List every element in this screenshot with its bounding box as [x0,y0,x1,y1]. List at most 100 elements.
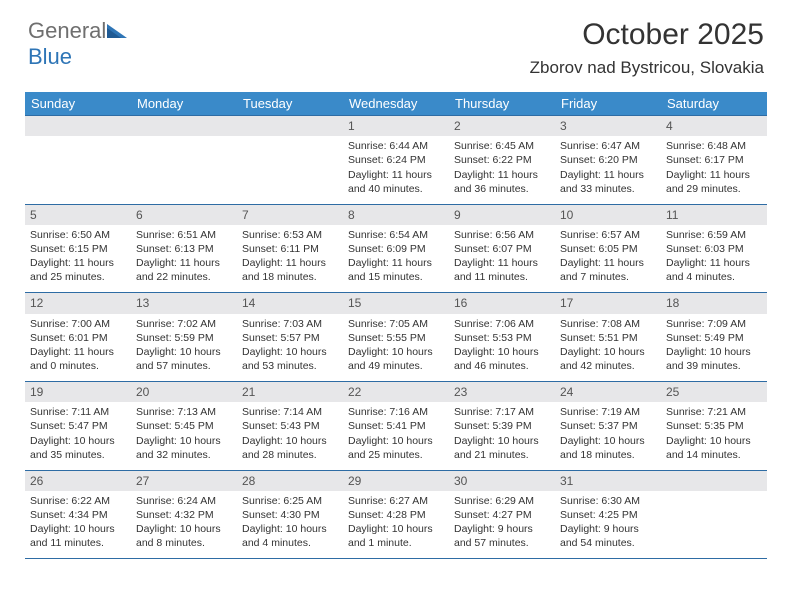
sunset-text: Sunset: 5:51 PM [560,331,656,345]
daylight-text: Daylight: 11 hours and 25 minutes. [30,256,126,284]
daylight-text: Daylight: 10 hours and 39 minutes. [666,345,762,373]
day-number-row: 19202122232425 [25,382,767,403]
daylight-text: Daylight: 10 hours and 21 minutes. [454,434,550,462]
daylight-text: Daylight: 9 hours and 57 minutes. [454,522,550,550]
sunset-text: Sunset: 6:05 PM [560,242,656,256]
day-cell: Sunrise: 7:08 AMSunset: 5:51 PMDaylight:… [555,314,661,382]
sunrise-text: Sunrise: 6:25 AM [242,494,338,508]
sunset-text: Sunset: 4:25 PM [560,508,656,522]
weekday-header: Saturday [661,92,767,116]
day-info-row: Sunrise: 6:50 AMSunset: 6:15 PMDaylight:… [25,225,767,293]
day-cell: Sunrise: 7:00 AMSunset: 6:01 PMDaylight:… [25,314,131,382]
daylight-text: Daylight: 11 hours and 11 minutes. [454,256,550,284]
day-cell: Sunrise: 7:06 AMSunset: 5:53 PMDaylight:… [449,314,555,382]
sunset-text: Sunset: 6:07 PM [454,242,550,256]
daylight-text: Daylight: 10 hours and 1 minute. [348,522,444,550]
daylight-text: Daylight: 9 hours and 54 minutes. [560,522,656,550]
logo-triangle-icon [107,18,127,44]
sunset-text: Sunset: 6:09 PM [348,242,444,256]
day-number: 19 [25,382,131,403]
day-cell: Sunrise: 7:19 AMSunset: 5:37 PMDaylight:… [555,402,661,470]
sunrise-text: Sunrise: 7:19 AM [560,405,656,419]
daylight-text: Daylight: 11 hours and 0 minutes. [30,345,126,373]
day-number: 9 [449,204,555,225]
day-number: 31 [555,470,661,491]
day-number: 23 [449,382,555,403]
day-cell: Sunrise: 6:51 AMSunset: 6:13 PMDaylight:… [131,225,237,293]
day-number: 4 [661,116,767,137]
day-info-row: Sunrise: 6:44 AMSunset: 6:24 PMDaylight:… [25,136,767,204]
day-cell [131,136,237,204]
day-cell: Sunrise: 6:47 AMSunset: 6:20 PMDaylight:… [555,136,661,204]
logo: General Blue [28,18,127,70]
daylight-text: Daylight: 11 hours and 18 minutes. [242,256,338,284]
weekday-header: Wednesday [343,92,449,116]
day-number: 29 [343,470,449,491]
sunrise-text: Sunrise: 7:08 AM [560,317,656,331]
logo-text: General Blue [28,18,127,70]
day-cell: Sunrise: 7:03 AMSunset: 5:57 PMDaylight:… [237,314,343,382]
day-number: 27 [131,470,237,491]
day-number-row: 567891011 [25,204,767,225]
daylight-text: Daylight: 10 hours and 18 minutes. [560,434,656,462]
day-cell: Sunrise: 7:21 AMSunset: 5:35 PMDaylight:… [661,402,767,470]
daylight-text: Daylight: 11 hours and 29 minutes. [666,168,762,196]
day-number: 24 [555,382,661,403]
day-cell: Sunrise: 6:56 AMSunset: 6:07 PMDaylight:… [449,225,555,293]
sunset-text: Sunset: 6:15 PM [30,242,126,256]
sunrise-text: Sunrise: 6:54 AM [348,228,444,242]
sunrise-text: Sunrise: 6:51 AM [136,228,232,242]
day-number [237,116,343,137]
day-number: 21 [237,382,343,403]
day-cell: Sunrise: 6:24 AMSunset: 4:32 PMDaylight:… [131,491,237,559]
daylight-text: Daylight: 10 hours and 49 minutes. [348,345,444,373]
day-cell: Sunrise: 6:59 AMSunset: 6:03 PMDaylight:… [661,225,767,293]
sunset-text: Sunset: 6:17 PM [666,153,762,167]
day-number-row: 12131415161718 [25,293,767,314]
day-number: 3 [555,116,661,137]
sunrise-text: Sunrise: 7:05 AM [348,317,444,331]
sunset-text: Sunset: 5:47 PM [30,419,126,433]
day-cell: Sunrise: 7:11 AMSunset: 5:47 PMDaylight:… [25,402,131,470]
day-number: 14 [237,293,343,314]
day-number: 10 [555,204,661,225]
sunrise-text: Sunrise: 6:22 AM [30,494,126,508]
weekday-header: Sunday [25,92,131,116]
sunset-text: Sunset: 5:41 PM [348,419,444,433]
day-number: 2 [449,116,555,137]
calendar-table: SundayMondayTuesdayWednesdayThursdayFrid… [25,92,767,559]
day-cell: Sunrise: 6:29 AMSunset: 4:27 PMDaylight:… [449,491,555,559]
day-number: 15 [343,293,449,314]
sunset-text: Sunset: 5:39 PM [454,419,550,433]
day-number: 30 [449,470,555,491]
calendar-body: 1234Sunrise: 6:44 AMSunset: 6:24 PMDayli… [25,116,767,559]
sunset-text: Sunset: 5:55 PM [348,331,444,345]
weekday-header: Thursday [449,92,555,116]
sunrise-text: Sunrise: 7:21 AM [666,405,762,419]
day-cell: Sunrise: 6:44 AMSunset: 6:24 PMDaylight:… [343,136,449,204]
day-cell: Sunrise: 6:53 AMSunset: 6:11 PMDaylight:… [237,225,343,293]
sunrise-text: Sunrise: 7:14 AM [242,405,338,419]
sunrise-text: Sunrise: 6:53 AM [242,228,338,242]
daylight-text: Daylight: 10 hours and 32 minutes. [136,434,232,462]
day-info-row: Sunrise: 6:22 AMSunset: 4:34 PMDaylight:… [25,491,767,559]
day-number-row: 1234 [25,116,767,137]
daylight-text: Daylight: 11 hours and 4 minutes. [666,256,762,284]
day-number: 13 [131,293,237,314]
sunset-text: Sunset: 4:32 PM [136,508,232,522]
sunrise-text: Sunrise: 6:59 AM [666,228,762,242]
sunset-text: Sunset: 5:53 PM [454,331,550,345]
sunset-text: Sunset: 5:59 PM [136,331,232,345]
day-cell: Sunrise: 6:50 AMSunset: 6:15 PMDaylight:… [25,225,131,293]
sunrise-text: Sunrise: 6:29 AM [454,494,550,508]
sunrise-text: Sunrise: 7:16 AM [348,405,444,419]
sunset-text: Sunset: 5:45 PM [136,419,232,433]
sunset-text: Sunset: 6:24 PM [348,153,444,167]
sunset-text: Sunset: 4:30 PM [242,508,338,522]
sunrise-text: Sunrise: 6:24 AM [136,494,232,508]
day-number [661,470,767,491]
title-block: October 2025 Zborov nad Bystricou, Slova… [530,18,764,78]
daylight-text: Daylight: 10 hours and 25 minutes. [348,434,444,462]
logo-word2: Blue [28,44,72,69]
sunrise-text: Sunrise: 6:50 AM [30,228,126,242]
